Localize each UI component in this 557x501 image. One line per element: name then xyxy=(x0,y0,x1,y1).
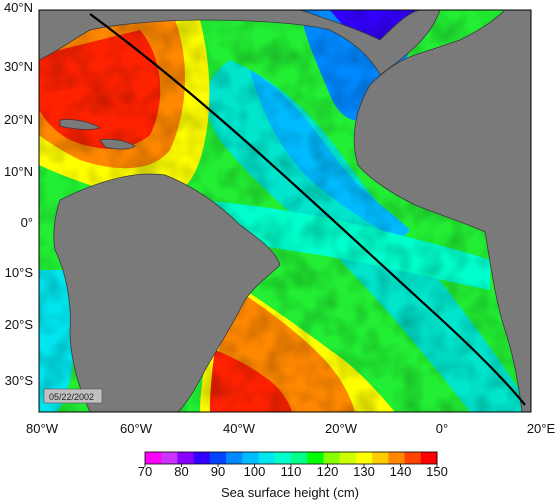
colorbar-swatch xyxy=(355,452,373,464)
lon-label: 0° xyxy=(436,421,448,436)
colorbar-swatch xyxy=(177,452,195,464)
colorbar-swatch xyxy=(242,452,260,464)
west-indies-land xyxy=(99,138,136,150)
colorbar-tick-label: 150 xyxy=(426,464,448,479)
lon-label: 80°W xyxy=(26,421,59,436)
colorbar-swatch xyxy=(193,452,211,464)
longitude-labels: 80°W 60°W 40°W 20°W 0° 20°E xyxy=(26,421,555,436)
lat-label: 0° xyxy=(21,215,33,230)
lat-label: 30°S xyxy=(5,373,34,388)
colorbar-tick-label: 90 xyxy=(211,464,225,479)
colorbar-tick-label: 70 xyxy=(138,464,152,479)
date-stamp-box: 05/22/2002 xyxy=(43,388,103,404)
lat-label: 40°N xyxy=(4,0,33,15)
colorbar-tick-label: 110 xyxy=(281,464,302,479)
cuba-land xyxy=(59,119,102,130)
colorbar xyxy=(144,451,438,465)
land-masses xyxy=(39,10,531,412)
colorbar-swatch xyxy=(307,452,324,464)
south-america-land xyxy=(53,173,281,412)
colorbar-tick-label: 140 xyxy=(390,464,412,479)
colorbar-swatch xyxy=(372,452,389,464)
colorbar-swatch xyxy=(145,452,162,464)
north-america-land xyxy=(39,10,441,76)
lon-label: 20°W xyxy=(325,421,358,436)
satellite-ground-track xyxy=(89,13,526,406)
colorbar-swatch xyxy=(388,452,406,464)
colorbar-swatch xyxy=(161,452,178,464)
colorbar-swatch xyxy=(404,452,422,464)
latitude-labels: 40°N 30°N 20°N 10°N 0° 10°S 20°S 30°S xyxy=(4,0,33,388)
colorbar-swatch xyxy=(291,452,308,464)
map-frame xyxy=(38,9,532,413)
colorbar-swatch xyxy=(226,452,243,464)
colorbar-swatch xyxy=(258,452,276,464)
lat-label: 20°S xyxy=(5,317,34,332)
colorbar-tick-label: 80 xyxy=(174,464,188,479)
lon-label: 20°E xyxy=(527,421,556,436)
colorbar-swatch xyxy=(274,452,292,464)
date-stamp: 05/22/2002 xyxy=(49,392,94,402)
colorbar-swatch xyxy=(339,452,357,464)
colorbar-tick-label: 100 xyxy=(244,464,266,479)
colorbar-swatch xyxy=(420,452,438,464)
colorbar-swatch xyxy=(209,452,227,464)
lat-label: 20°N xyxy=(4,112,33,127)
colorbar-title: Sea surface height (cm) xyxy=(221,485,359,500)
colorbar-swatch xyxy=(323,452,341,464)
lon-label: 40°W xyxy=(223,421,256,436)
lat-label: 10°S xyxy=(5,265,34,280)
colorbar-tick-labels: 70 80 90 100 110 120 130 140 150 xyxy=(138,464,448,479)
europe-africa-land xyxy=(353,10,531,412)
map-plot-area xyxy=(39,10,531,412)
lat-label: 30°N xyxy=(4,59,33,74)
lon-label: 60°W xyxy=(120,421,153,436)
lat-label: 10°N xyxy=(4,164,33,179)
colorbar-tick-label: 120 xyxy=(317,464,339,479)
colorbar-tick-label: 130 xyxy=(353,464,375,479)
